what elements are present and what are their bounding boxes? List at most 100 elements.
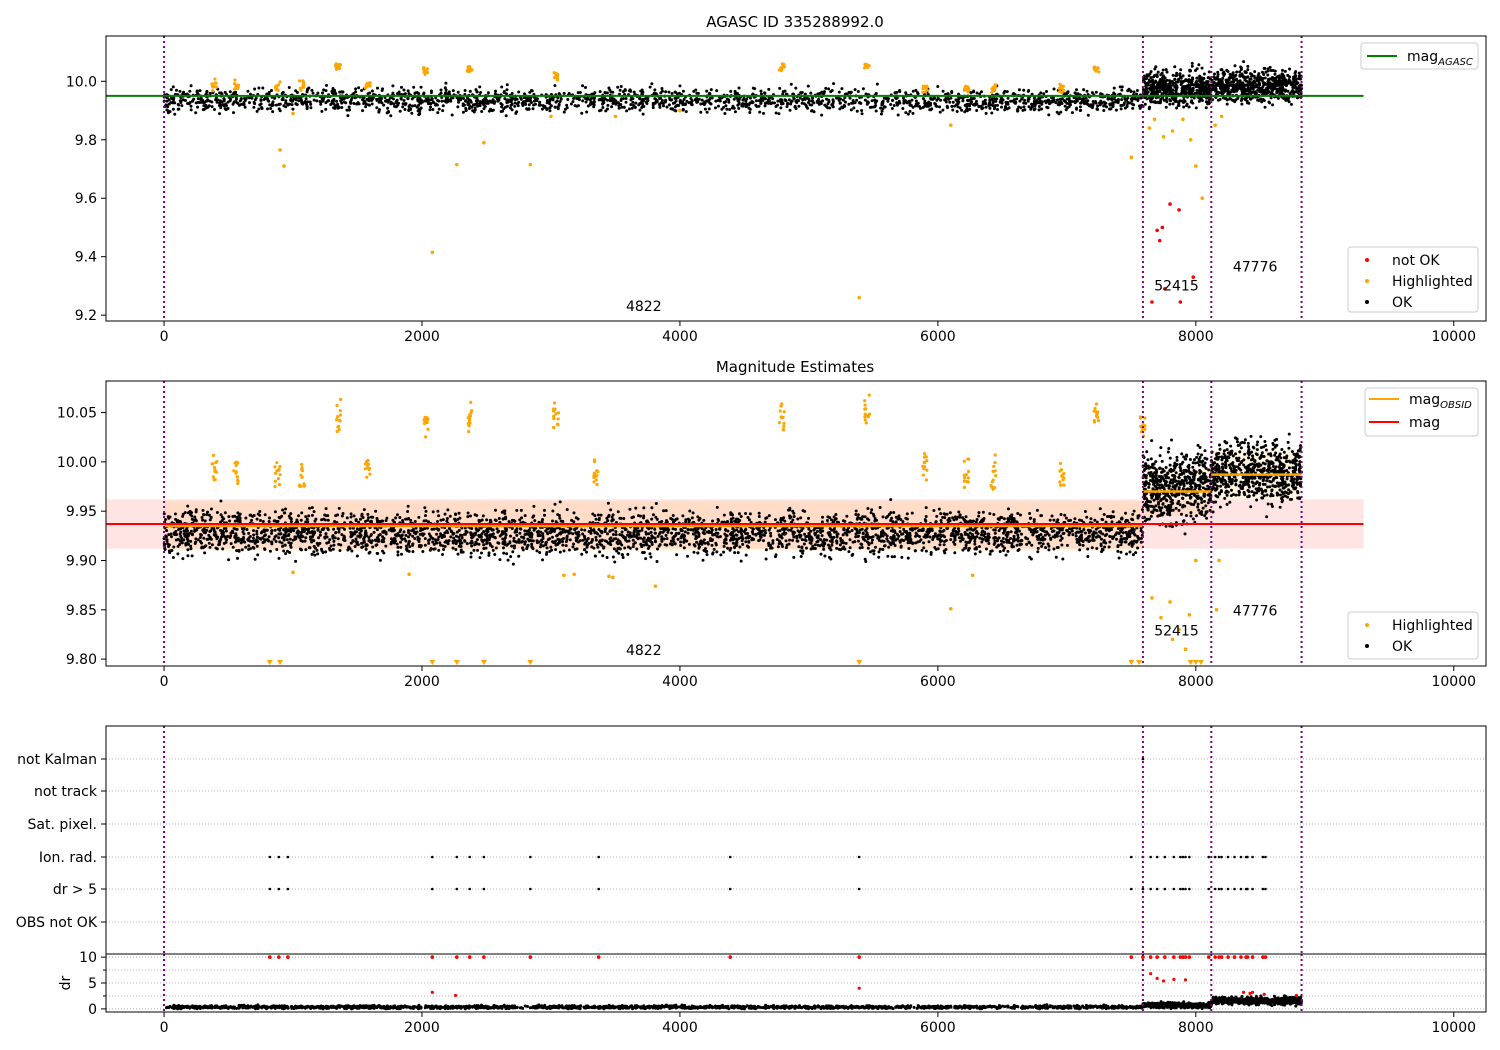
ok-point: [1216, 70, 1220, 74]
ok-point: [470, 544, 474, 548]
ok-point: [654, 97, 658, 101]
ok-point: [939, 518, 943, 522]
ok-point: [565, 106, 569, 110]
ok-point: [277, 103, 281, 107]
ok-point: [776, 545, 780, 549]
ok-point: [1018, 513, 1022, 517]
ok-point: [1082, 102, 1086, 106]
ok-point: [835, 546, 839, 550]
ok-point: [576, 91, 580, 95]
ok-point: [467, 103, 471, 107]
ok-point: [873, 98, 877, 102]
ok-point: [332, 527, 336, 531]
ok-point: [673, 108, 677, 112]
ok-point: [491, 98, 495, 102]
ok-point: [769, 534, 773, 538]
ok-point: [849, 108, 853, 112]
ok-point: [396, 103, 400, 107]
ok-point: [1047, 113, 1051, 117]
ok-point: [631, 103, 635, 107]
ok-point: [918, 534, 922, 538]
ok-point: [236, 556, 240, 560]
ok-point: [1164, 82, 1168, 86]
ok-point: [739, 514, 743, 518]
ok-point: [919, 106, 923, 110]
ok-point: [1185, 86, 1189, 90]
legend-label-subscript: AGASC: [1437, 57, 1473, 68]
ok-point: [696, 551, 700, 555]
ok-point: [1122, 103, 1126, 107]
ok-point: [462, 97, 466, 101]
ok-point: [972, 96, 976, 100]
ok-point: [326, 99, 330, 103]
ok-point: [553, 502, 557, 506]
ok-point: [920, 548, 924, 552]
ok-point: [1132, 103, 1136, 107]
ok-point: [1218, 97, 1222, 101]
ok-point: [385, 111, 389, 115]
ok-point: [703, 547, 707, 551]
ok-point: [654, 502, 658, 506]
ok-point: [624, 100, 628, 104]
ok-point: [428, 108, 432, 112]
ok-point: [1026, 97, 1030, 101]
ok-point: [728, 548, 732, 552]
ok-point: [1126, 96, 1130, 100]
ok-point: [294, 89, 298, 93]
ok-point: [389, 102, 393, 106]
ok-point: [941, 89, 945, 93]
ok-point: [1003, 108, 1007, 112]
ok-point: [893, 91, 897, 95]
ok-point: [569, 102, 573, 106]
ok-point: [227, 515, 231, 519]
legend-label-main: mag: [1407, 49, 1438, 65]
ok-point: [757, 515, 761, 519]
ok-point: [260, 105, 264, 109]
ok-point: [1155, 84, 1159, 88]
ok-point: [984, 102, 988, 106]
ok-point: [1155, 75, 1159, 79]
ok-point: [852, 106, 856, 110]
ok-point: [207, 541, 211, 545]
ok-point: [1195, 91, 1199, 95]
ok-point: [1094, 90, 1098, 94]
ok-point: [1297, 77, 1301, 81]
ok-point: [180, 104, 184, 108]
ok-point: [748, 96, 752, 100]
ok-point: [399, 545, 403, 549]
ok-point: [623, 546, 627, 550]
ok-point: [655, 100, 659, 104]
ok-point: [1203, 87, 1207, 91]
ok-point: [361, 98, 365, 102]
ok-point: [929, 108, 933, 112]
ok-point: [253, 87, 257, 91]
ok-point: [722, 544, 726, 548]
ok-point: [1048, 518, 1052, 522]
ok-point: [601, 105, 605, 109]
ok-point: [951, 100, 955, 104]
ok-point: [879, 106, 883, 110]
ok-point: [838, 107, 842, 111]
ok-point: [312, 98, 316, 102]
ok-point: [167, 98, 171, 102]
ok-point: [217, 103, 221, 107]
highlighted-point: [1194, 164, 1198, 168]
ok-point: [584, 100, 588, 104]
ok-point: [1120, 85, 1124, 89]
ok-point: [376, 86, 380, 90]
ok-point: [1200, 66, 1204, 70]
ok-point: [232, 100, 236, 104]
ok-point: [742, 97, 746, 101]
ok-point: [763, 104, 767, 108]
ok-point: [972, 89, 976, 93]
highlighted-point: [555, 78, 560, 82]
ok-point: [406, 97, 410, 101]
ok-point: [845, 514, 849, 518]
ok-point: [1112, 86, 1116, 90]
ok-point: [640, 106, 644, 110]
highlighted-point: [528, 162, 533, 167]
ok-point: [1213, 72, 1217, 76]
ok-point: [621, 556, 625, 560]
ok-point: [370, 102, 374, 106]
ok-point: [618, 88, 622, 92]
